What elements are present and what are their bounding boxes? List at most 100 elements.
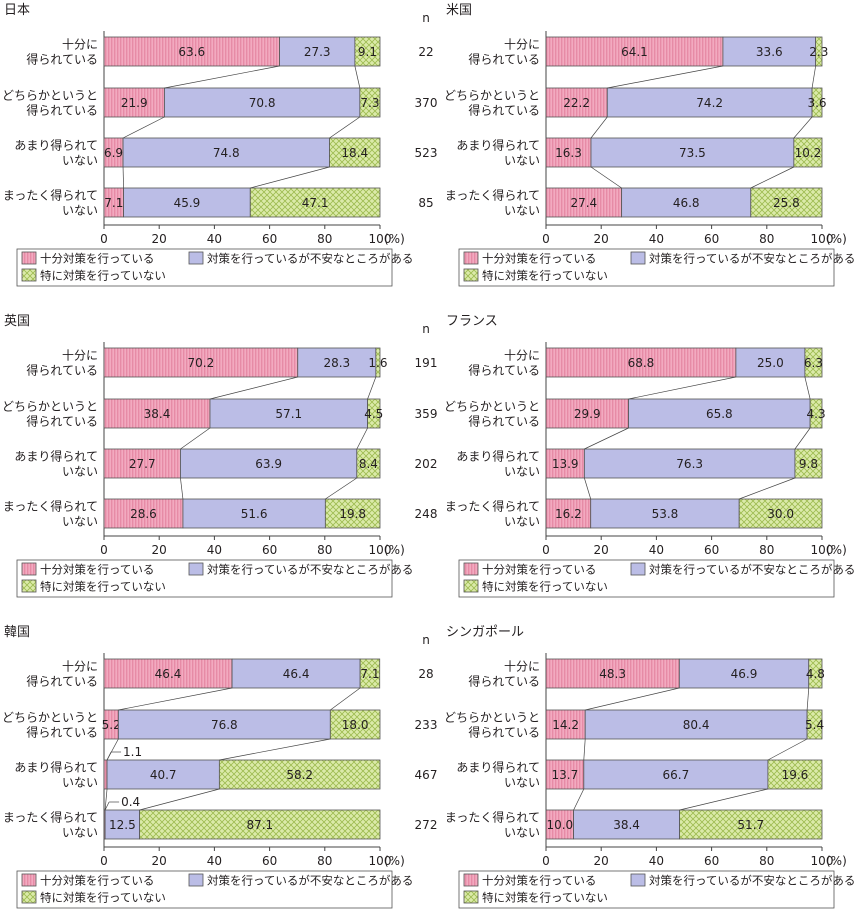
callout-label: 1.1 <box>123 745 142 759</box>
x-tick-label: 0 <box>100 543 108 557</box>
x-tick-label: 0 <box>542 854 550 868</box>
data-label: 16.2 <box>555 507 582 521</box>
data-label: 10.0 <box>546 818 573 832</box>
row-label-line1: 十分に <box>504 660 540 674</box>
row-label-line1: どちらかというと <box>2 89 98 103</box>
data-label: 3.6 <box>807 96 826 110</box>
data-label: 9.8 <box>799 457 818 471</box>
legend-box <box>16 248 393 287</box>
bar-segment <box>356 448 381 479</box>
row-label-line2: 得られている <box>26 363 98 378</box>
data-label: 9.1 <box>358 45 377 59</box>
connector-line <box>628 376 736 400</box>
legend-swatch <box>21 562 37 576</box>
data-label: 74.2 <box>696 96 723 110</box>
bar-segment <box>573 809 680 840</box>
bar-segment <box>545 448 585 479</box>
data-label: 19.6 <box>782 768 809 782</box>
bar-segment <box>545 809 575 840</box>
connector-line <box>330 687 361 711</box>
data-label: 51.7 <box>737 818 764 832</box>
x-tick-label: 40 <box>207 854 222 868</box>
bar-segment <box>738 498 823 529</box>
x-tick-label: 80 <box>317 232 332 246</box>
data-label: 46.4 <box>155 667 182 681</box>
legend-label: 対策を行っているが不安なところがある <box>649 874 855 888</box>
legend-label: 特に対策を行っていない <box>40 891 166 905</box>
x-tick-label: 0 <box>542 543 550 557</box>
bar-segment <box>545 709 586 740</box>
bar-segment <box>103 498 184 529</box>
connector-line <box>139 788 220 811</box>
legend-swatch <box>21 579 37 593</box>
chart-panel-5: 韓国 n十分に得られているどちらかというと得られているあまり得られていないまったく… <box>2 625 438 909</box>
x-tick-label: 60 <box>704 232 719 246</box>
data-label: 74.8 <box>213 146 240 160</box>
legend-label: 対策を行っているが不安なところがある <box>207 874 413 888</box>
n-value: 248 <box>415 507 438 521</box>
legend-label: 特に対策を行っていない <box>482 580 608 594</box>
chart-title: 英国 <box>4 314 30 329</box>
n-value: 28 <box>418 667 433 681</box>
legend-box <box>458 870 835 909</box>
connector-line <box>584 477 592 500</box>
n-header: n <box>422 11 430 25</box>
row-label-line2: いない <box>62 204 98 218</box>
bar-segment <box>122 137 330 168</box>
row-label-line1: あまり得られて <box>456 760 540 775</box>
bar-segment <box>811 87 823 118</box>
connector-line <box>356 427 368 450</box>
data-label: 6.3 <box>804 356 823 370</box>
data-label: 18.0 <box>342 718 369 732</box>
data-label: 46.8 <box>673 196 700 210</box>
data-label: 6.9 <box>104 146 123 160</box>
data-label: 25.0 <box>757 356 784 370</box>
legend-label: 特に対策を行っていない <box>40 269 166 283</box>
data-label: 7.1 <box>104 196 123 210</box>
n-value: 272 <box>415 818 438 832</box>
row-label-line2: 得られている <box>26 414 98 429</box>
bar-segment <box>231 658 361 689</box>
connector-line <box>180 427 211 450</box>
connector-line <box>122 166 124 189</box>
connector-line <box>767 738 808 761</box>
connector-line <box>250 166 330 189</box>
data-label: 70.8 <box>249 96 276 110</box>
data-label: 64.1 <box>621 45 648 59</box>
row-label-line1: 十分に <box>62 38 98 52</box>
row-label-line1: 十分に <box>62 349 98 363</box>
legend-swatch <box>630 873 646 887</box>
connector-line <box>585 687 680 711</box>
bar-segment <box>584 709 808 740</box>
n-value: 370 <box>415 96 438 110</box>
data-label: 63.9 <box>255 457 282 471</box>
row-label-line2: 得られている <box>468 363 540 378</box>
chart-title: 韓国 <box>4 625 30 640</box>
data-label: 46.4 <box>283 667 310 681</box>
x-unit-label: (%) <box>384 854 405 868</box>
bar-segment <box>545 398 629 429</box>
chart-panel-3: 英国 n十分に得られているどちらかというと得られているあまり得られていないまったく… <box>2 314 438 598</box>
data-label: 66.7 <box>662 768 689 782</box>
data-label: 8.4 <box>359 457 378 471</box>
x-tick-label: 100 <box>369 232 392 246</box>
legend-box <box>16 870 393 909</box>
legend-label: 特に対策を行っていない <box>482 891 608 905</box>
legend-box <box>16 559 393 598</box>
connector-line <box>329 116 361 139</box>
data-label: 63.6 <box>178 45 205 59</box>
bar-segment <box>106 759 220 790</box>
legend-swatch <box>463 562 479 576</box>
row-label-line2: 得られている <box>26 674 98 689</box>
row-label-line2: いない <box>504 515 540 529</box>
data-label: 27.7 <box>129 457 156 471</box>
bar-segment <box>103 448 181 479</box>
legend-swatch <box>21 873 37 887</box>
x-tick-label: 100 <box>811 543 834 557</box>
data-label: 48.3 <box>599 667 626 681</box>
connector-line <box>590 116 608 139</box>
data-label: 14.2 <box>552 718 579 732</box>
